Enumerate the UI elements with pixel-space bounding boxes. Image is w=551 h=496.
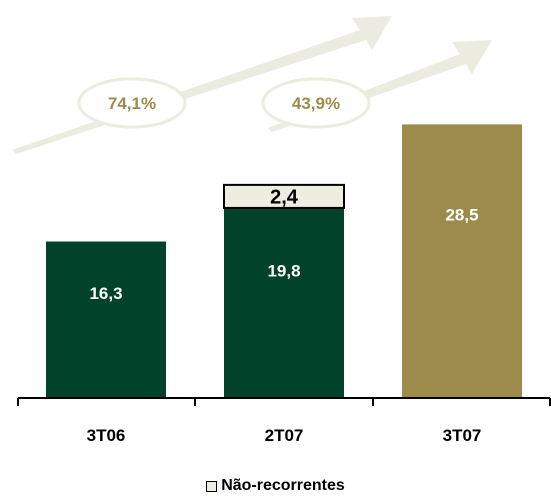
bar-2T07: [224, 208, 344, 398]
bar-3T07: [402, 124, 522, 398]
growth-annotation-label: 43,9%: [292, 94, 340, 113]
legend-swatch-nonrecurring: [206, 481, 217, 492]
legend: Não-recorrentes: [0, 476, 551, 496]
bar-3T06: [46, 242, 166, 398]
bar-value-label: 28,5: [445, 206, 478, 225]
chart-canvas: 74,1% 43,9% 16,3 19,8 2,4 28,5 3T06 2T07 3T07: [0, 0, 551, 476]
growth-annotation-label: 74,1%: [108, 94, 156, 113]
x-tick-label: 3T07: [443, 426, 482, 445]
bar-value-label: 19,8: [267, 262, 300, 281]
x-axis: 3T06 2T07 3T07: [18, 398, 550, 445]
bar-value-label: 16,3: [89, 284, 122, 303]
bar-nonrecurring-label: 2,4: [270, 186, 299, 208]
legend-label-nonrecurring: Não-recorrentes: [221, 477, 345, 495]
x-tick-label: 3T06: [87, 426, 126, 445]
bars-group: 16,3 19,8 2,4 28,5: [46, 124, 522, 398]
x-tick-label: 2T07: [265, 426, 304, 445]
